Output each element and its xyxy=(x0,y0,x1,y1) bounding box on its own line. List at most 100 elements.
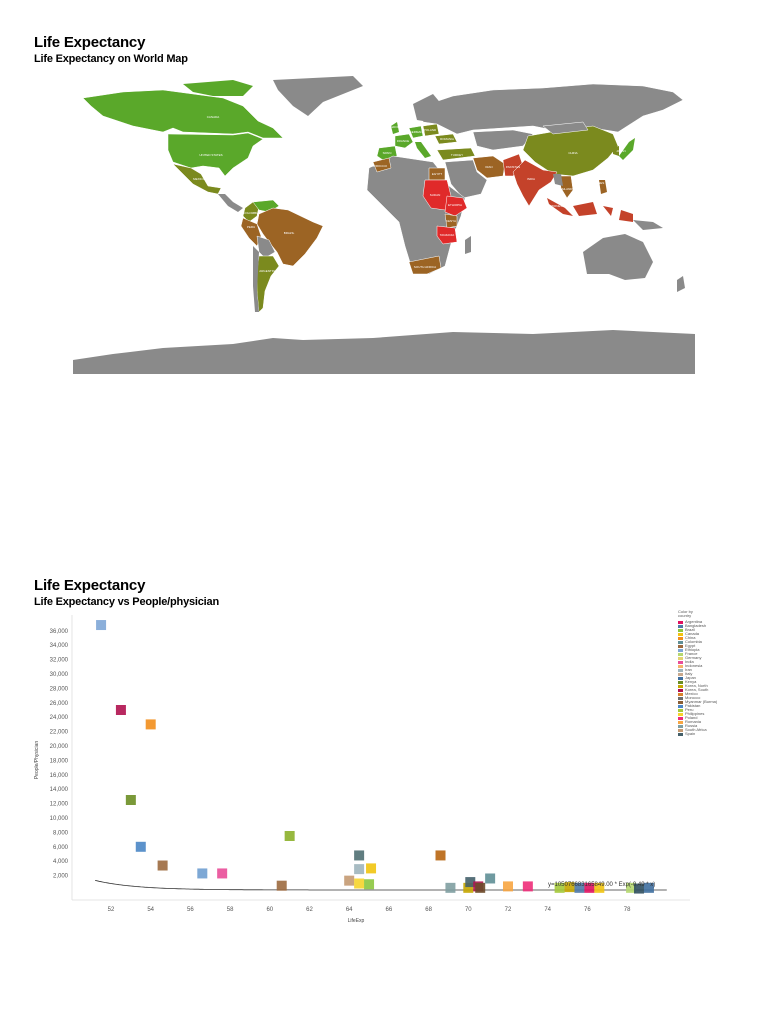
region-greenland[interactable] xyxy=(273,76,363,116)
country-korea[interactable] xyxy=(613,146,619,156)
country-iran[interactable] xyxy=(472,155,506,179)
country-thailand[interactable] xyxy=(558,175,574,199)
data-point[interactable] xyxy=(366,863,377,874)
legend-item[interactable]: Italy xyxy=(678,672,717,676)
legend-item[interactable]: Japan xyxy=(678,676,717,680)
country-turkey[interactable] xyxy=(436,147,476,161)
scatter-chart[interactable]: 2,000 4,000 6,000 8,000 10,000 12,000 14,000 16… xyxy=(0,600,768,950)
legend-item[interactable]: Spain xyxy=(678,732,717,736)
legend-item[interactable]: South Africa xyxy=(678,728,717,732)
data-point[interactable] xyxy=(643,882,654,893)
country-italy[interactable] xyxy=(415,142,431,158)
data-point[interactable] xyxy=(135,841,146,852)
data-point[interactable] xyxy=(554,882,565,893)
country-poland[interactable] xyxy=(422,123,440,137)
legend-item[interactable]: Brazil xyxy=(678,628,717,632)
country-romania[interactable] xyxy=(434,133,458,145)
region-middle-east[interactable] xyxy=(444,159,488,199)
data-point[interactable] xyxy=(584,882,595,893)
legend-item[interactable]: Russia xyxy=(678,724,717,728)
legend-item[interactable]: Myanmar (Burma) xyxy=(678,700,717,704)
country-brazil[interactable] xyxy=(256,207,324,267)
region-bolivia[interactable] xyxy=(256,235,276,259)
data-point[interactable] xyxy=(276,880,287,891)
legend-item[interactable]: Ethiopia xyxy=(678,648,717,652)
data-point[interactable] xyxy=(115,705,126,715)
data-point[interactable] xyxy=(96,620,107,631)
region-scandinavia[interactable] xyxy=(413,94,443,122)
country-indonesia[interactable] xyxy=(547,198,633,222)
data-point[interactable] xyxy=(145,719,156,730)
data-point[interactable] xyxy=(354,864,365,875)
data-point[interactable] xyxy=(445,882,456,893)
region-mongolia[interactable] xyxy=(542,121,589,135)
legend-item[interactable]: Argentina xyxy=(678,620,717,624)
data-point[interactable] xyxy=(217,868,228,879)
data-point[interactable] xyxy=(463,882,474,893)
data-point[interactable] xyxy=(197,868,208,879)
data-point[interactable] xyxy=(284,831,295,841)
country-india[interactable] xyxy=(512,159,558,207)
country-mexico[interactable] xyxy=(172,163,222,195)
legend-item[interactable]: Canada xyxy=(678,632,717,636)
data-point[interactable] xyxy=(475,882,486,893)
legend-item[interactable]: China xyxy=(678,636,717,640)
country-canada[interactable] xyxy=(82,89,284,139)
country-germany[interactable] xyxy=(408,125,424,139)
data-points[interactable] xyxy=(96,620,654,894)
legend-item[interactable]: Germany xyxy=(678,656,717,660)
legend-item[interactable]: India xyxy=(678,660,717,664)
data-point[interactable] xyxy=(574,882,585,893)
country-argentina[interactable] xyxy=(256,255,280,313)
legend-item[interactable]: Romania xyxy=(678,720,717,724)
region-central-asia[interactable] xyxy=(472,129,534,151)
data-point[interactable] xyxy=(594,882,605,893)
data-point[interactable] xyxy=(354,850,365,861)
country-peru[interactable] xyxy=(240,217,262,247)
data-point[interactable] xyxy=(485,873,496,884)
legend-item[interactable]: France xyxy=(678,652,717,656)
region-russia[interactable] xyxy=(422,83,684,135)
legend-item[interactable]: Poland xyxy=(678,716,717,720)
data-point[interactable] xyxy=(364,879,375,890)
region-canada-islands[interactable] xyxy=(183,80,253,96)
country-tanzania[interactable] xyxy=(436,225,458,245)
legend-item[interactable]: Mexico xyxy=(678,692,717,696)
data-point[interactable] xyxy=(344,875,355,886)
legend-item[interactable]: Kenya xyxy=(678,680,717,684)
data-point[interactable] xyxy=(626,882,637,893)
legend-item[interactable]: Bangladesh xyxy=(678,624,717,628)
region-madagascar[interactable] xyxy=(465,236,471,254)
legend-item[interactable]: Colombia xyxy=(678,640,717,644)
legend-item[interactable]: Morocco xyxy=(678,696,717,700)
region-chile[interactable] xyxy=(253,246,259,312)
country-kenya[interactable] xyxy=(444,213,458,229)
country-south-africa[interactable] xyxy=(408,255,442,275)
legend-item[interactable]: Philippines xyxy=(678,712,717,716)
region-australia[interactable] xyxy=(583,234,653,280)
data-point[interactable] xyxy=(503,881,513,892)
data-point[interactable] xyxy=(465,877,476,888)
country-philippines[interactable] xyxy=(599,180,607,194)
legend-item[interactable]: Egypt xyxy=(678,644,717,648)
legend-item[interactable]: Indonesia xyxy=(678,664,717,668)
country-japan[interactable] xyxy=(619,138,635,160)
country-ethiopia[interactable] xyxy=(444,195,468,217)
legend-item[interactable]: Korea, South xyxy=(678,688,717,692)
legend-item[interactable]: Pakistan xyxy=(678,704,717,708)
country-morocco[interactable] xyxy=(372,157,392,173)
data-point[interactable] xyxy=(634,883,645,894)
region-antarctica[interactable] xyxy=(73,330,695,374)
data-point[interactable] xyxy=(354,878,365,889)
data-point[interactable] xyxy=(435,850,446,861)
data-point[interactable] xyxy=(522,881,533,892)
legend-item[interactable]: Korea, North xyxy=(678,684,717,688)
country-china[interactable] xyxy=(522,125,619,177)
region-new-zealand[interactable] xyxy=(677,276,685,292)
region-indochina[interactable] xyxy=(553,174,563,186)
data-point[interactable] xyxy=(157,860,168,871)
data-point[interactable] xyxy=(125,795,136,805)
legend-item[interactable]: Iran xyxy=(678,668,717,672)
region-central-america[interactable] xyxy=(218,194,243,212)
country-united-states[interactable] xyxy=(167,132,264,177)
